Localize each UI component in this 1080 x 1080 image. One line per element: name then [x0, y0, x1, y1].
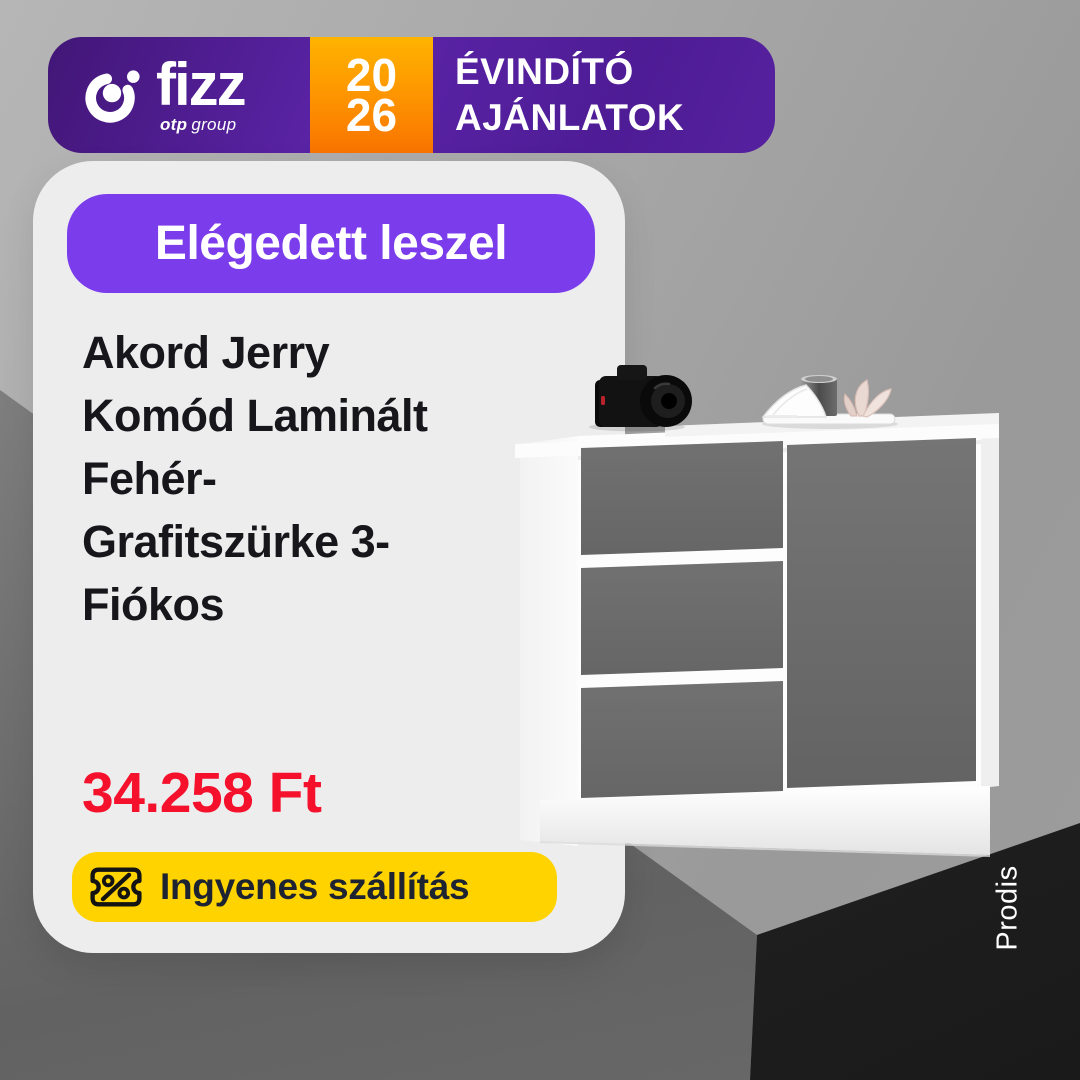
dresser-illustration [515, 365, 999, 857]
product-title-line: Grafitszürke 3- [82, 516, 390, 567]
fizz-logo-icon [85, 70, 140, 123]
claim-badge: Elégedett leszel [67, 194, 595, 293]
brand-header: fizz otp group 20 26 ÉVINDÍTÓ AJÁNLATOK [48, 37, 775, 153]
year-bottom: 26 [345, 89, 398, 141]
product-title-line: Komód Laminált [82, 390, 428, 441]
camera-prop [589, 365, 692, 432]
product-title-line: Fehér- [82, 453, 217, 504]
decor-flower [843, 379, 892, 418]
coupon-percent-icon [90, 867, 142, 907]
claim-badge-label: Elégedett leszel [154, 217, 508, 270]
group-label: group [191, 114, 237, 134]
product-image [515, 356, 1000, 861]
fizz-logo-text: fizz otp group [156, 50, 247, 133]
shipping-badge-label: Ingyenes szállítás [160, 866, 470, 907]
year-badge: 20 26 [310, 37, 433, 153]
shipping-badge: Ingyenes szállítás [72, 852, 557, 922]
otp-group-label: otp group [160, 116, 236, 133]
otp-label: otp [160, 114, 188, 134]
product-title-line: Fiókos [82, 579, 225, 630]
fizz-logo: fizz otp group [82, 37, 247, 153]
product-title: Akord Jerry Komód Laminált Fehér- Grafit… [82, 321, 428, 636]
fizz-wordmark: fizz [156, 50, 247, 118]
decor-props [761, 375, 898, 429]
watermark-label: Prodis [991, 865, 1024, 951]
campaign-title: ÉVINDÍTÓ AJÁNLATOK [455, 37, 684, 153]
product-title-line: Akord Jerry [82, 327, 330, 378]
campaign-line1: ÉVINDÍTÓ [455, 51, 634, 93]
dresser-body [515, 413, 999, 857]
campaign-line2: AJÁNLATOK [455, 97, 685, 138]
price-label: 34.258 Ft [82, 761, 322, 825]
year-top: 20 [345, 48, 398, 101]
decor-napkin [761, 384, 828, 418]
